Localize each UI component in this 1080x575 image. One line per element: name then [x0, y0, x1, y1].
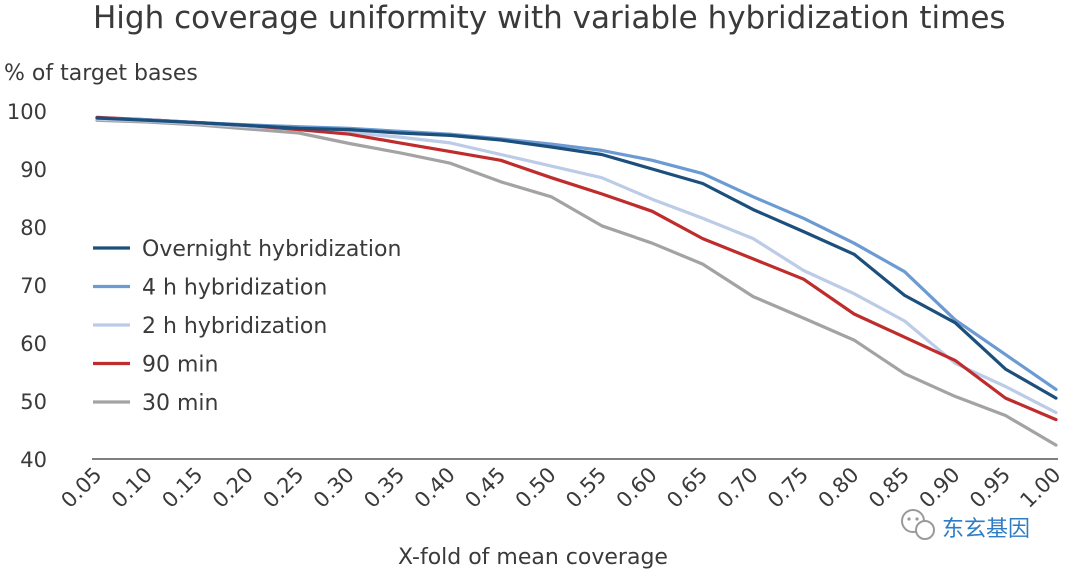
- x-tick-label: 0.20: [208, 463, 258, 513]
- x-tick-label: 0.05: [56, 463, 106, 513]
- legend: Overnight hybridization 4 h hybridization…: [93, 237, 401, 416]
- x-tick-label: 0.30: [309, 463, 359, 513]
- y-tick-label: 40: [20, 448, 47, 472]
- x-tick-label: 0.60: [612, 463, 662, 513]
- chart-title: High coverage uniformity with variable h…: [93, 0, 1006, 36]
- legend-label: Overnight hybridization: [142, 237, 401, 262]
- series-lines: [95, 115, 1058, 447]
- series-line-0: [95, 116, 1058, 400]
- x-tick-label: 0.85: [864, 463, 914, 513]
- y-tick-label: 50: [20, 390, 47, 414]
- legend-label: 4 h hybridization: [142, 276, 327, 301]
- y-axis-ticks: 40 50 60 70 80 90 100: [7, 100, 47, 472]
- x-tick-label: 0.55: [561, 463, 611, 513]
- y-tick-label: 60: [20, 332, 47, 356]
- y-tick-label: 100: [7, 100, 47, 124]
- x-tick-label: 0.90: [915, 463, 965, 513]
- x-tick-label: 0.40: [410, 463, 460, 513]
- x-tick-label: 0.50: [511, 463, 561, 513]
- watermark: 东玄基因: [901, 509, 1030, 542]
- legend-label: 30 min: [142, 391, 218, 416]
- legend-label: 90 min: [142, 353, 218, 378]
- wechat-icon: [901, 509, 935, 540]
- y-tick-label: 80: [20, 216, 47, 240]
- x-tick-label: 0.10: [107, 463, 157, 513]
- watermark-text: 东玄基因: [942, 517, 1030, 542]
- x-tick-label: 0.80: [814, 463, 864, 513]
- x-tick-label: 0.25: [258, 463, 308, 513]
- x-tick-label: 0.45: [460, 463, 510, 513]
- y-tick-label: 70: [20, 274, 47, 298]
- series-line-2: [95, 117, 1058, 415]
- x-axis-ticks: 0.05 0.10 0.15 0.20 0.25 0.30 0.35 0.40 0.45 0.50…: [56, 463, 1065, 513]
- y-axis-title: % of target bases: [4, 61, 198, 86]
- x-axis-title: X-fold of mean coverage: [398, 545, 668, 570]
- x-tick-label: 0.95: [965, 463, 1015, 513]
- legend-label: 2 h hybridization: [142, 314, 327, 339]
- series-line-4: [95, 118, 1058, 447]
- x-tick-label: 0.75: [763, 463, 813, 513]
- x-tick-label: 0.15: [157, 463, 207, 513]
- x-tick-label: 0.70: [713, 463, 763, 513]
- x-tick-label: 1.00: [1015, 463, 1065, 513]
- series-line-3: [95, 115, 1058, 422]
- x-tick-label: 0.35: [359, 463, 409, 513]
- y-tick-label: 90: [20, 158, 47, 182]
- x-tick-label: 0.65: [662, 463, 712, 513]
